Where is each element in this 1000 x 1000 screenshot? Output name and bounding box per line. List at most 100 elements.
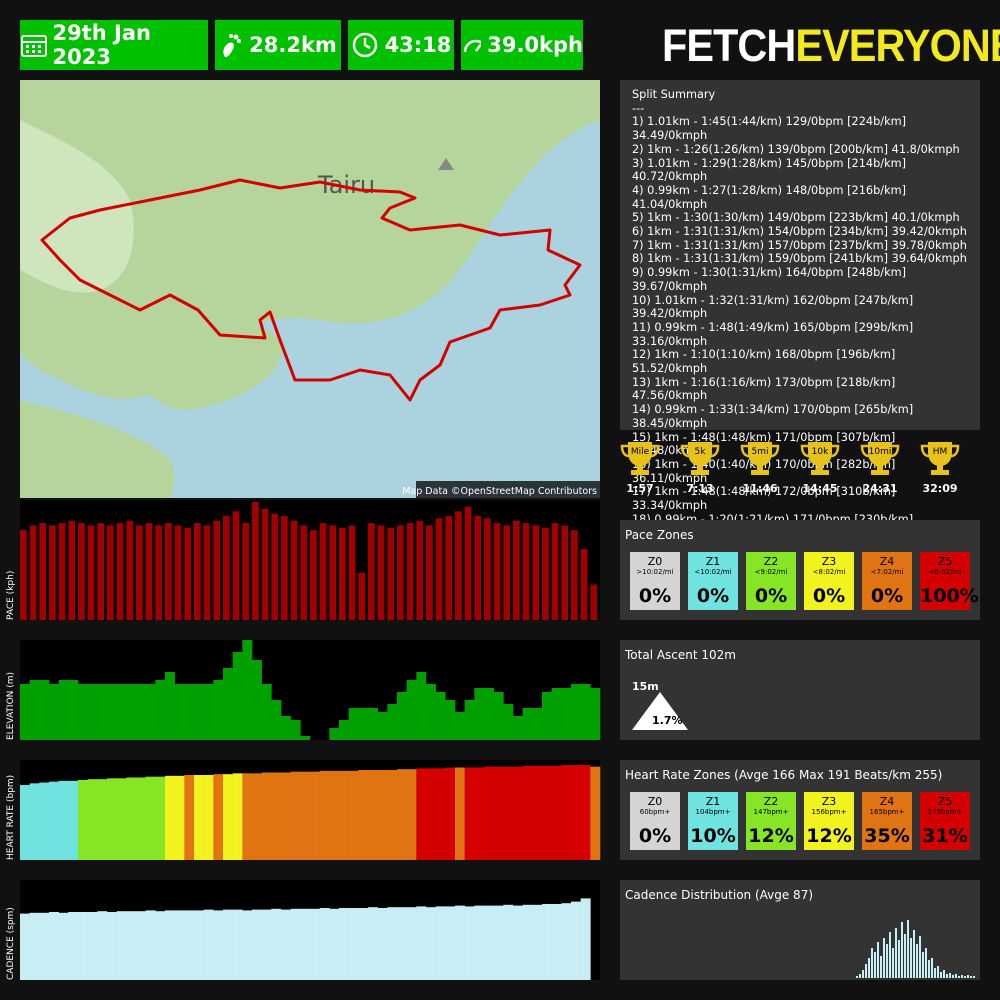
bar <box>68 780 79 860</box>
foot-icon <box>223 34 242 57</box>
bar <box>223 909 233 980</box>
chart-bg <box>20 640 600 740</box>
zone-pct: 10% <box>690 825 736 847</box>
trophy-time: 1:57 <box>626 482 654 495</box>
bar <box>368 770 378 860</box>
date-box: 29th Jan 2023 <box>20 20 208 70</box>
bar <box>532 765 543 860</box>
bar <box>213 774 224 860</box>
mountain-icon <box>632 692 688 730</box>
place-label: Tairu <box>317 171 375 199</box>
bar <box>387 704 398 740</box>
bar <box>474 905 485 980</box>
trophy-badge: Mile <box>630 447 650 457</box>
bar <box>464 700 475 740</box>
bar <box>358 572 366 620</box>
bar <box>87 684 98 740</box>
bar <box>252 501 259 620</box>
bar <box>194 523 201 620</box>
pace-zones-title: Pace Zones <box>625 528 694 542</box>
zone-name: Z2 <box>763 555 779 568</box>
ascent-title: Total Ascent 102m <box>625 648 736 662</box>
hist-bar <box>928 960 930 978</box>
bar <box>252 909 262 980</box>
bar <box>377 525 385 620</box>
zone-pct: 35% <box>864 825 910 847</box>
map: Tairu Map Data ©OpenStreetMap Contributo… <box>20 80 600 498</box>
bar <box>203 684 214 740</box>
hist-bar <box>913 930 915 978</box>
bar <box>145 523 153 620</box>
bar <box>484 688 494 740</box>
zone: Z4 <7:02/mi 0% <box>862 552 912 610</box>
bar <box>126 911 137 980</box>
bar <box>397 769 407 860</box>
bar <box>49 781 59 860</box>
bar <box>484 905 494 980</box>
bar <box>116 778 127 860</box>
zone-pct: 0% <box>870 585 904 607</box>
hist-bar <box>883 938 885 978</box>
bar <box>339 908 349 980</box>
bar <box>165 910 175 980</box>
bar <box>590 766 601 860</box>
bar <box>387 907 398 980</box>
route <box>40 178 582 402</box>
bar <box>474 516 482 620</box>
bar <box>116 523 124 620</box>
bar <box>155 776 166 860</box>
bar <box>271 700 282 740</box>
bar <box>174 910 185 980</box>
hist-bar <box>880 956 882 978</box>
split-line: 1) 1.01km - 1:45(1:44/km) 129/0bpm [224b… <box>632 115 907 143</box>
bar <box>377 908 388 980</box>
time-box: 43:18 <box>348 20 454 70</box>
bar <box>551 688 562 740</box>
bar <box>213 520 221 620</box>
bar <box>281 516 288 620</box>
bar <box>126 520 134 620</box>
bar <box>590 688 601 740</box>
hist-bar <box>886 944 888 978</box>
bar <box>319 770 330 860</box>
bar <box>435 692 446 740</box>
bar <box>290 520 298 620</box>
bar <box>174 525 182 620</box>
bar <box>29 783 40 860</box>
bar <box>203 525 211 620</box>
bar <box>97 911 108 980</box>
bar <box>242 640 253 740</box>
trophy: 10mi 24:31 <box>858 440 902 495</box>
bar <box>165 672 175 740</box>
trophy-badge: HM <box>932 447 948 457</box>
bar <box>68 680 79 740</box>
zone-range: 175bpm+ <box>927 808 963 816</box>
bar <box>493 766 504 860</box>
axis-label: HEART RATE (bpm) <box>6 774 16 860</box>
trophy: 5mi 11:46 <box>738 440 782 495</box>
hist-bar <box>922 952 924 978</box>
bar <box>377 770 388 860</box>
cadence-title: Cadence Distribution (Avge 87) <box>625 888 814 902</box>
bar <box>184 527 192 620</box>
zone-name: Z2 <box>763 795 779 808</box>
trophy-time: 24:31 <box>862 482 898 495</box>
bar <box>426 525 433 620</box>
bar <box>329 525 337 620</box>
bar <box>503 704 514 740</box>
bar <box>522 708 533 740</box>
zone-name: Z5 <box>937 555 953 568</box>
zone-name: Z3 <box>821 795 837 808</box>
attribution-bg <box>416 481 600 498</box>
hist-bar <box>937 966 939 978</box>
hist-bar <box>925 948 927 978</box>
time: 43:18 <box>384 33 452 57</box>
zone-pct: 0% <box>812 585 846 607</box>
bar <box>39 523 47 620</box>
zone-pct: 0% <box>638 585 672 607</box>
bar <box>58 680 69 740</box>
bar <box>522 904 533 980</box>
trophy-badge: 10mi <box>868 447 892 457</box>
bar <box>184 910 195 980</box>
hist-bar <box>973 976 975 978</box>
